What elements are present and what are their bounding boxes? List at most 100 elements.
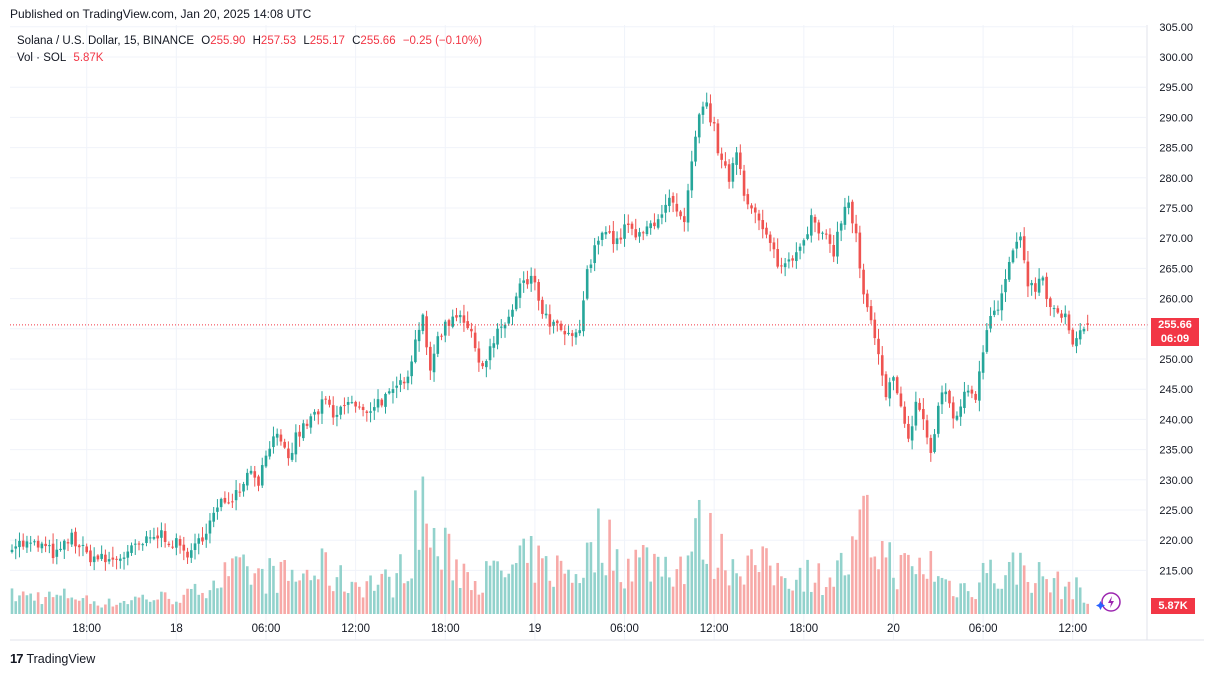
volume-bar bbox=[686, 555, 690, 614]
volume-bar bbox=[959, 583, 962, 614]
candle-body bbox=[552, 321, 555, 326]
candle-body bbox=[107, 559, 111, 562]
candle-body bbox=[331, 405, 335, 418]
volume-bar bbox=[1019, 552, 1022, 614]
candle-body bbox=[189, 550, 193, 558]
candle-body bbox=[436, 336, 440, 354]
candle-body bbox=[951, 402, 955, 419]
candle-body bbox=[791, 258, 794, 261]
candle-body bbox=[115, 558, 118, 560]
candle-body bbox=[1030, 282, 1033, 286]
volume-bar bbox=[612, 570, 615, 614]
volume-bar bbox=[809, 591, 813, 614]
volume-bar bbox=[384, 569, 387, 614]
candle-body bbox=[548, 314, 552, 327]
candle-body bbox=[675, 203, 679, 212]
volume-bar bbox=[14, 601, 18, 614]
volume-bar bbox=[89, 603, 92, 614]
candle-body bbox=[694, 136, 697, 162]
bar-countdown: 06:09 bbox=[1160, 332, 1190, 345]
candle-body bbox=[447, 320, 451, 326]
volume-bar bbox=[238, 557, 242, 614]
volume-bar bbox=[141, 594, 145, 614]
volume-bar bbox=[589, 542, 593, 614]
volume-bar bbox=[421, 476, 425, 614]
candle-body bbox=[720, 153, 723, 160]
candle-body bbox=[496, 328, 499, 345]
volume-bar bbox=[496, 561, 499, 614]
y-tick-label: 305.00 bbox=[1159, 22, 1193, 34]
candle-body bbox=[100, 553, 103, 559]
volume-bar bbox=[227, 576, 230, 614]
volume-bar bbox=[918, 557, 921, 614]
x-tick-label: 18:00 bbox=[72, 623, 101, 635]
volume-bar bbox=[499, 570, 503, 614]
volume-bar bbox=[219, 587, 223, 614]
volume-bar bbox=[544, 556, 548, 614]
volume-bar bbox=[880, 541, 884, 614]
candle-body bbox=[593, 245, 596, 264]
candle-body bbox=[936, 405, 940, 434]
volume-bar bbox=[933, 581, 936, 614]
candle-body bbox=[62, 540, 66, 550]
volume-bar bbox=[163, 592, 167, 614]
brand-label: TradingView bbox=[26, 651, 96, 666]
lightning-icon[interactable] bbox=[1096, 592, 1121, 612]
candle-body bbox=[817, 222, 821, 234]
candle-body bbox=[959, 406, 962, 417]
volume-bar bbox=[907, 554, 910, 614]
volume-bar bbox=[399, 554, 402, 614]
volume-bar bbox=[1000, 588, 1004, 614]
volume-bar bbox=[944, 579, 948, 614]
candle-body bbox=[787, 259, 791, 262]
candle-body bbox=[48, 545, 51, 547]
x-tick-label: 12:00 bbox=[341, 623, 370, 635]
candle-body bbox=[574, 332, 578, 338]
volume-bar bbox=[645, 547, 649, 614]
volume-bar bbox=[1075, 577, 1078, 614]
candle-body bbox=[171, 546, 174, 548]
footer-brand[interactable]: 17 TradingView bbox=[10, 651, 95, 666]
candle-body bbox=[839, 223, 843, 231]
y-tick-label: 230.00 bbox=[1159, 475, 1193, 487]
volume-bar bbox=[443, 527, 447, 614]
volume-bar bbox=[772, 585, 776, 614]
volume-bar bbox=[559, 560, 563, 614]
volume-bar bbox=[821, 595, 824, 614]
volume-bar bbox=[1071, 599, 1075, 614]
volume-bar bbox=[1022, 565, 1026, 614]
volume-bar bbox=[313, 575, 316, 614]
volume-bar bbox=[511, 564, 514, 614]
candle-body bbox=[268, 448, 272, 457]
candle-body bbox=[346, 401, 350, 405]
volume-bar bbox=[410, 578, 413, 614]
candle-body bbox=[541, 299, 544, 314]
volume-bar bbox=[458, 587, 462, 614]
volume-bar bbox=[518, 545, 522, 614]
candle-body bbox=[473, 332, 477, 349]
volume-bar bbox=[854, 539, 858, 614]
candle-body bbox=[335, 414, 339, 417]
candle-body bbox=[750, 205, 753, 209]
candle-body bbox=[361, 406, 365, 411]
volume-bar bbox=[720, 533, 723, 614]
candle-body bbox=[780, 265, 783, 267]
volume-bar bbox=[675, 569, 679, 614]
candle-body bbox=[828, 234, 832, 244]
volume-bar bbox=[115, 604, 118, 614]
volume-bar bbox=[85, 595, 88, 614]
candle-body bbox=[739, 152, 742, 169]
candle-body bbox=[813, 216, 817, 223]
volume-bar bbox=[156, 599, 159, 614]
volume-bar bbox=[824, 587, 828, 614]
volume-bar bbox=[776, 562, 779, 614]
candle-body bbox=[578, 330, 582, 334]
change-value: −0.25 (−0.10%) bbox=[402, 35, 483, 47]
candle-body bbox=[488, 346, 492, 361]
volume-bar bbox=[130, 600, 133, 614]
y-tick-label: 260.00 bbox=[1159, 294, 1193, 306]
volume-bar bbox=[324, 552, 328, 614]
volume-bar bbox=[608, 519, 611, 614]
candle-body bbox=[193, 543, 197, 551]
